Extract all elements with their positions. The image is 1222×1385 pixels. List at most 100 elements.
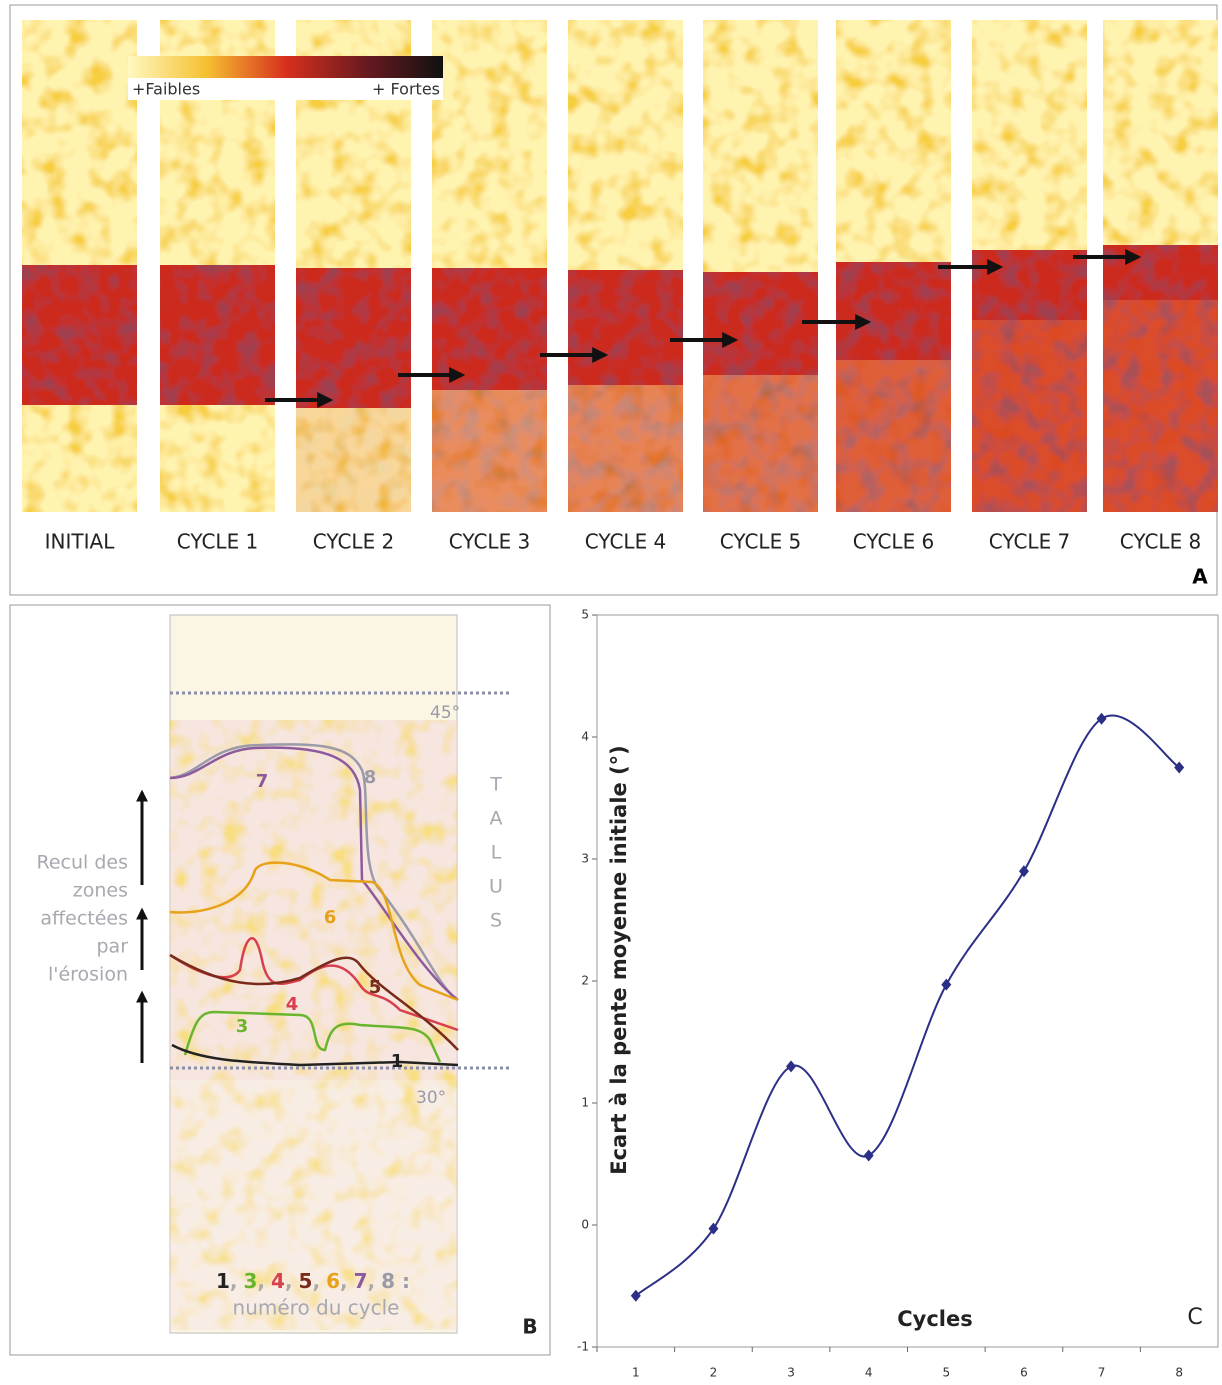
legend-token: 1 <box>216 1269 230 1293</box>
strip-lower <box>568 385 683 512</box>
curve-6 <box>169 861 459 1002</box>
curve-label: 5 <box>369 977 382 998</box>
x-tick-label: 8 <box>1175 1366 1183 1380</box>
point <box>863 1149 874 1162</box>
strip-band <box>836 262 951 360</box>
plot-frame <box>596 614 1219 1348</box>
y-tick-label: 2 <box>581 974 589 988</box>
legend-token: 3 <box>243 1269 257 1293</box>
point <box>708 1222 719 1235</box>
strip-label: CYCLE 6 <box>853 530 935 554</box>
y-tick-label: 3 <box>581 852 589 866</box>
y-tick-label: 4 <box>581 730 589 744</box>
map-texture <box>170 1080 457 1330</box>
legend-caption: numéro du cycle <box>233 1296 400 1320</box>
side-text: l'érosion <box>48 964 128 986</box>
strip-label: CYCLE 8 <box>1120 530 1202 554</box>
curve-3 <box>183 1010 442 1063</box>
x-axis-label: Cycles <box>897 1307 973 1331</box>
strip-lower <box>703 375 818 512</box>
map-texture <box>170 720 457 1080</box>
legend-token: 7 <box>354 1269 368 1293</box>
curve-label: 1 <box>391 1051 404 1072</box>
x-tick-label: 3 <box>787 1366 795 1380</box>
x-tick-label: 1 <box>632 1366 640 1380</box>
point <box>1096 712 1107 725</box>
talus-letter: L <box>491 842 502 864</box>
point <box>630 1289 641 1302</box>
strip-label: CYCLE 4 <box>585 530 667 554</box>
legend-token: 4 <box>271 1269 285 1293</box>
strip-band <box>160 265 275 405</box>
point <box>786 1060 797 1073</box>
legend-token: , <box>285 1269 293 1293</box>
panel-b <box>136 614 512 1334</box>
panel-label: B <box>522 1315 537 1339</box>
y-tick-label: 5 <box>581 608 589 622</box>
side-text: affectées <box>40 908 128 930</box>
strip-band <box>432 268 547 390</box>
strip-label: CYCLE 3 <box>449 530 531 554</box>
x-tick-label: 7 <box>1098 1366 1106 1380</box>
strip-lower <box>296 408 411 512</box>
panel-b-text: Recul des zones affectées par l'érosion TALUS… <box>37 703 538 1339</box>
color-scale <box>128 56 443 78</box>
legend-token: , <box>312 1269 320 1293</box>
y-axis-label: Ecart à la pente moyenne initiale (°) <box>607 745 631 1175</box>
y-tick-label: 1 <box>581 1096 589 1110</box>
legend-token: 5 <box>299 1269 313 1293</box>
side-text: par <box>96 936 128 958</box>
legend-token: , <box>257 1269 265 1293</box>
side-text: Recul des <box>37 852 129 874</box>
cycle-legend: 1, 3, 4, 5, 6, 7, 8 : <box>216 1269 410 1293</box>
curve-5 <box>169 953 459 1051</box>
panel-label: A <box>1192 565 1208 589</box>
scale-low: +Faibles <box>132 80 200 99</box>
talus-letter: A <box>490 808 503 830</box>
x-tick-label: 2 <box>710 1366 718 1380</box>
y-tick-label: 0 <box>581 1218 589 1232</box>
panel-b-frame <box>9 604 551 1356</box>
legend-token: , <box>368 1269 376 1293</box>
x-tick-label: 6 <box>1020 1366 1028 1380</box>
curve-label: 7 <box>256 771 269 792</box>
strip-band <box>703 272 818 375</box>
curve-label: 4 <box>286 994 299 1015</box>
strip-lower <box>1103 300 1218 512</box>
point <box>1174 761 1185 774</box>
angle-label: 45° <box>430 703 460 723</box>
strip-band <box>22 265 137 405</box>
strip-lower <box>836 360 951 512</box>
point <box>1018 865 1029 878</box>
panel-a: INITIAL CYCLE 1 CYCLE 2 CYCLE 3 CYCLE 4 CYCLE… <box>22 20 1218 554</box>
x-tick-label: 4 <box>865 1366 873 1380</box>
legend-token: 8 : <box>381 1269 410 1293</box>
curve-label: 8 <box>364 767 377 788</box>
talus-letter: S <box>490 910 502 932</box>
strip-lower <box>432 390 547 512</box>
strip-label: CYCLE 2 <box>313 530 395 554</box>
strip-label: CYCLE 5 <box>720 530 802 554</box>
curve-label: 3 <box>236 1016 249 1037</box>
curve-8 <box>169 743 459 1002</box>
panel-label: C <box>1187 1305 1202 1330</box>
strip-label: INITIAL <box>45 530 116 554</box>
strip-label: CYCLE 1 <box>177 530 259 554</box>
strip-band <box>972 250 1087 320</box>
strip-band <box>568 270 683 385</box>
side-text: zones <box>73 880 128 902</box>
series-line <box>635 714 1180 1297</box>
strip-band <box>1103 245 1218 300</box>
strip-band <box>296 268 411 408</box>
angle-label: 30° <box>416 1088 446 1108</box>
strip-lower <box>972 320 1087 512</box>
y-tick-label: -1 <box>577 1340 589 1354</box>
scale-high: + Fortes <box>372 80 440 99</box>
legend-token: 6 <box>326 1269 340 1293</box>
strip-label: CYCLE 7 <box>989 530 1071 554</box>
x-tick-label: 5 <box>942 1366 950 1380</box>
legend-token: , <box>340 1269 348 1293</box>
curve-1 <box>171 1043 459 1067</box>
talus-letter: U <box>489 876 503 898</box>
